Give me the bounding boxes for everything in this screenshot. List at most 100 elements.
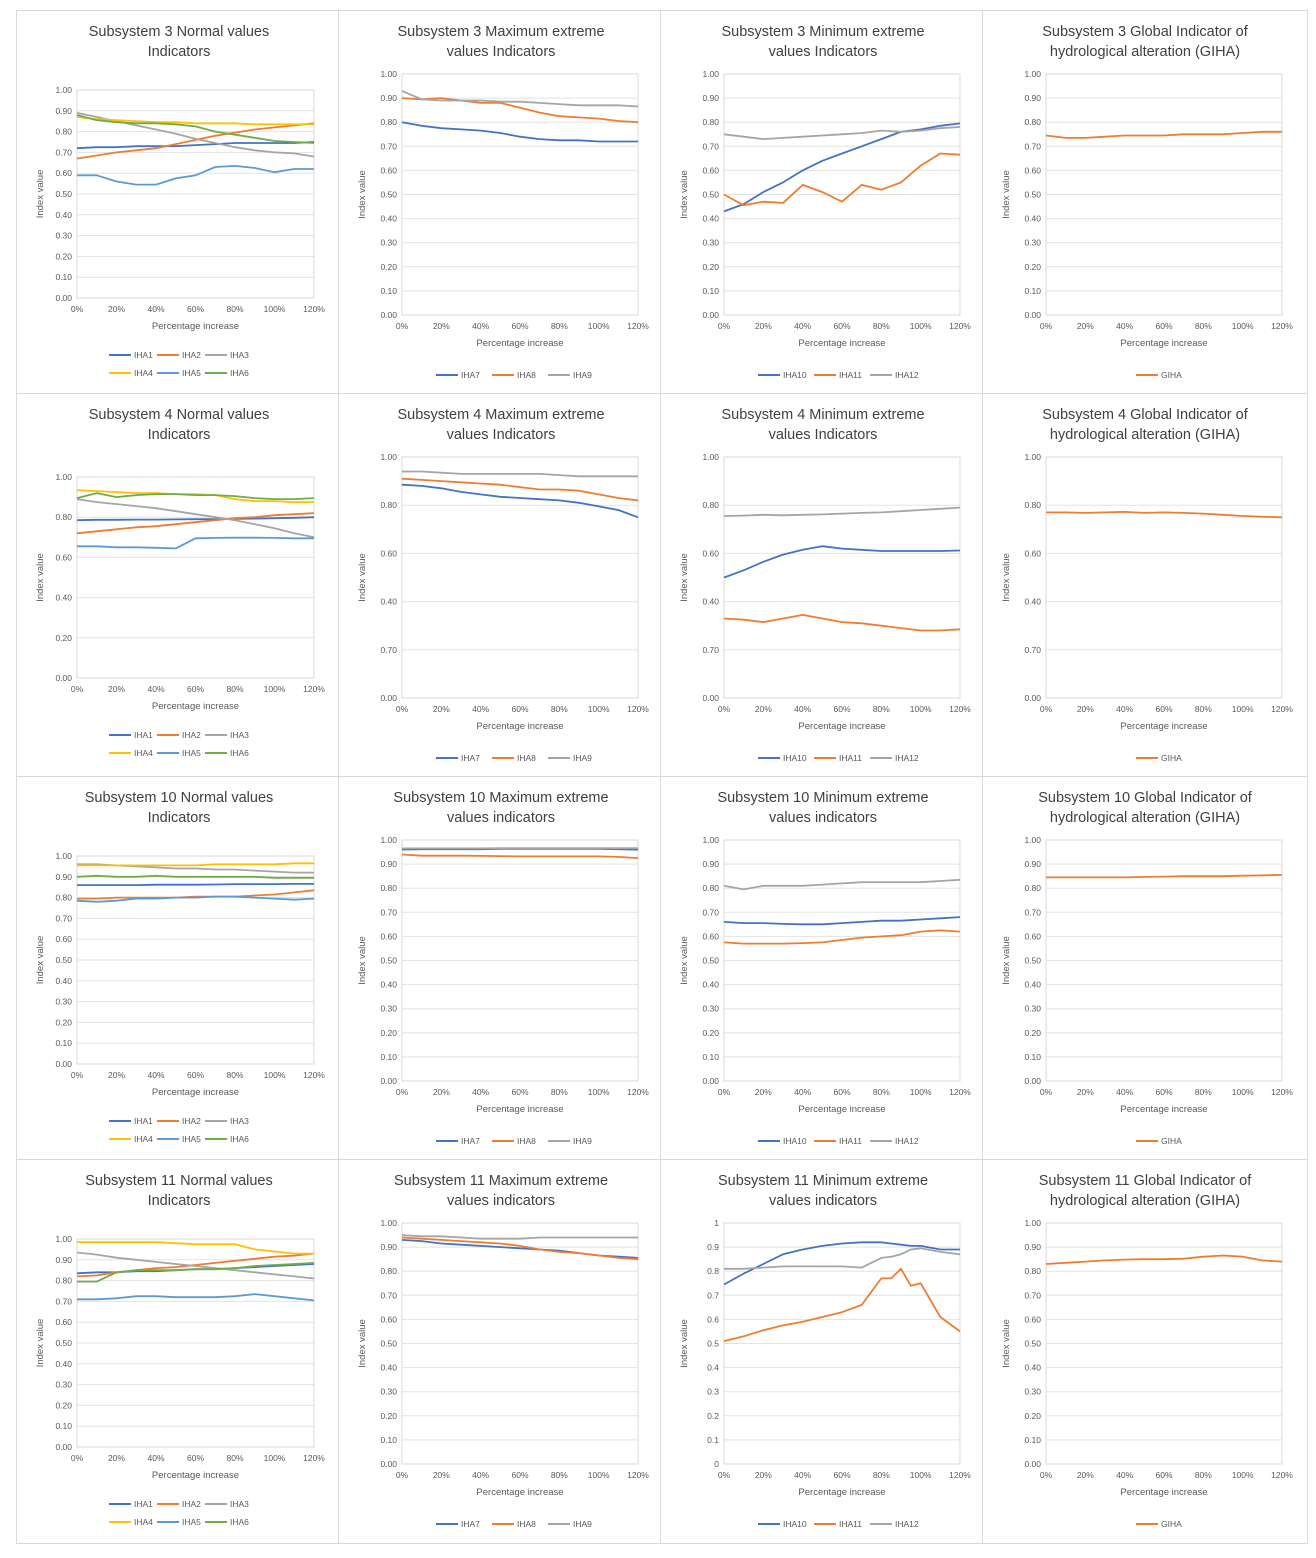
legend-label: IHA5 <box>182 1134 201 1144</box>
series-line-iha1 <box>76 516 315 522</box>
x-tick-label: 100% <box>1232 1087 1254 1097</box>
y-tick-label: 0.5 <box>707 1339 719 1349</box>
x-axis-label: Percentage increase <box>1120 1487 1207 1498</box>
x-tick-label: 120% <box>1271 321 1293 331</box>
y-tick-label: 0.30 <box>380 1004 397 1014</box>
y-tick-label: 0.50 <box>702 190 719 200</box>
y-tick-label: 0.40 <box>55 593 72 603</box>
y-tick-label: 1.00 <box>380 452 397 462</box>
series-line-iha10 <box>723 1241 960 1286</box>
legend-label: IHA4 <box>134 368 153 378</box>
y-axis-label: Index value <box>357 553 368 602</box>
legend-label: IHA5 <box>182 368 201 378</box>
legend-label: IHA3 <box>230 1116 249 1126</box>
x-tick-label: 100% <box>910 704 932 714</box>
chart-title-line: Subsystem 11 Normal values <box>85 1173 273 1189</box>
y-axis-label: Index value <box>35 936 46 985</box>
chart-title-line: values Indicators <box>769 44 878 60</box>
chart-title-line: Subsystem 10 Maximum extreme <box>393 790 608 806</box>
x-axis-label: Percentage increase <box>152 701 239 712</box>
chart-title-line: Indicators <box>148 1193 211 1209</box>
y-tick-label: 0.20 <box>380 1411 397 1421</box>
x-tick-label: 40% <box>1116 704 1133 714</box>
chart-title-line: Subsystem 4 Maximum extreme <box>397 407 604 423</box>
x-tick-label: 80% <box>873 1087 890 1097</box>
x-tick-label: 40% <box>147 1453 164 1463</box>
x-axis-label: Percentage increase <box>798 1104 885 1115</box>
y-tick-label: 0.4 <box>707 1363 719 1373</box>
plot-area <box>1045 839 1283 1082</box>
series-line-iha8 <box>401 97 639 124</box>
x-axis-label: Percentage increase <box>152 1087 239 1098</box>
y-tick-label: 0.80 <box>55 893 72 903</box>
y-axis-label: Index value <box>1001 1319 1012 1368</box>
legend-label: IHA2 <box>182 730 201 740</box>
x-tick-label: 60% <box>833 704 850 714</box>
chart-title-line: Subsystem 3 Maximum extreme <box>397 24 604 40</box>
y-axis-label: Index value <box>1001 170 1012 219</box>
series-line-iha8 <box>401 853 639 859</box>
series-line-iha1 <box>76 141 315 150</box>
chart-svg: Subsystem 10 Minimum extreme values indic… <box>679 790 971 1146</box>
y-tick-label: 0.00 <box>380 693 397 703</box>
x-axis-label: Percentage increase <box>152 1470 239 1481</box>
x-tick-label: 60% <box>187 1070 204 1080</box>
y-tick-label: 0.70 <box>702 645 719 655</box>
chart-panel: Subsystem 3 Normal values Indicators 0.00 0… <box>17 11 339 394</box>
series-line-iha8 <box>401 1236 639 1261</box>
series-line-iha11 <box>723 929 961 945</box>
series-line-iha4 <box>77 1241 314 1255</box>
x-tick-label: 100% <box>910 1087 932 1097</box>
legend-label: IHA2 <box>182 350 201 360</box>
x-tick-label: 60% <box>187 1453 204 1463</box>
y-tick-label: 0.50 <box>55 1338 72 1348</box>
y-tick-label: 0.60 <box>380 548 397 558</box>
x-tick-label: 20% <box>433 1087 450 1097</box>
x-tick-label: 80% <box>1195 1470 1212 1480</box>
y-tick-label: 0.70 <box>1024 907 1041 917</box>
y-tick-label: 0.40 <box>702 597 719 607</box>
legend-label: IHA11 <box>839 1519 862 1529</box>
x-tick-label: 60% <box>511 1087 528 1097</box>
y-tick-label: 0.80 <box>55 512 72 522</box>
x-tick-label: 80% <box>226 304 243 314</box>
y-axis-label: Index value <box>679 1319 690 1368</box>
x-tick-label: 80% <box>551 1470 568 1480</box>
x-tick-label: 20% <box>433 1470 450 1480</box>
legend-label: IHA10 <box>783 1136 807 1146</box>
x-tick-label: 40% <box>472 1087 489 1097</box>
legend-label: IHA6 <box>230 748 249 758</box>
chart-panel: Subsystem 4 Normal values Indicators 0.00 0… <box>17 394 339 777</box>
y-tick-label: 1 <box>714 1218 719 1228</box>
legend-label: IHA8 <box>517 753 536 763</box>
y-tick-label: 0.40 <box>380 1363 397 1373</box>
y-tick-label: 0.6 <box>707 1314 719 1324</box>
series-line-iha6 <box>76 114 315 144</box>
chart-title-line: Subsystem 11 Maximum extreme <box>394 1173 608 1189</box>
series-line-iha6 <box>76 492 315 500</box>
x-tick-label: 80% <box>873 704 890 714</box>
x-tick-label: 100% <box>910 321 932 331</box>
y-tick-label: 0.20 <box>380 1028 397 1038</box>
x-tick-label: 40% <box>794 1470 811 1480</box>
x-tick-label: 100% <box>264 1453 286 1463</box>
x-tick-label: 80% <box>226 1070 243 1080</box>
x-tick-label: 80% <box>873 1470 890 1480</box>
legend-label: IHA5 <box>182 1517 201 1527</box>
x-tick-label: 40% <box>1116 1087 1133 1097</box>
y-tick-label: 0.10 <box>1024 286 1041 296</box>
series-line-iha12 <box>723 126 961 141</box>
y-tick-label: 0.30 <box>380 238 397 248</box>
y-tick-label: 0.90 <box>1024 859 1041 869</box>
y-tick-label: 0.50 <box>1024 1339 1041 1349</box>
y-axis-label: Index value <box>35 553 46 602</box>
chart-title-line: values indicators <box>769 1193 877 1209</box>
y-tick-label: 0.70 <box>380 141 397 151</box>
series-line-iha8 <box>401 477 639 502</box>
legend-label: IHA4 <box>134 1517 153 1527</box>
legend-label: IHA11 <box>839 370 862 380</box>
legend-label: IHA12 <box>895 1519 919 1529</box>
x-tick-label: 20% <box>755 1470 772 1480</box>
chart-title-line: hydrological alteration (GIHA) <box>1050 44 1240 60</box>
chart-panel: Subsystem 10 Normal values Indicators 0.00… <box>17 777 339 1160</box>
